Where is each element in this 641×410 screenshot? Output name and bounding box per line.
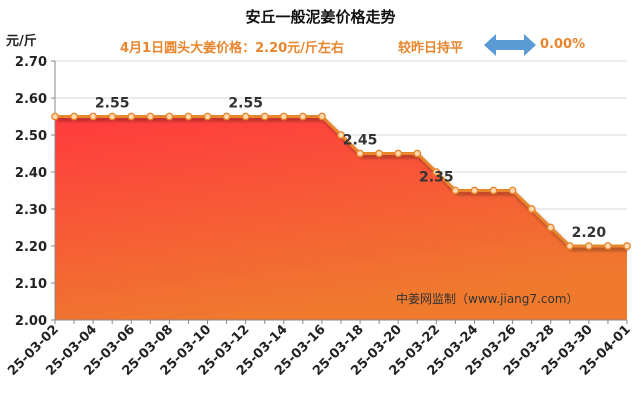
data-point <box>241 112 250 121</box>
y-tick-label: 2.00 <box>15 314 47 329</box>
y-tick-label: 2.60 <box>15 92 47 107</box>
data-label: 2.35 <box>419 170 454 186</box>
data-point <box>318 112 326 121</box>
data-point <box>165 112 174 121</box>
data-point <box>279 112 288 121</box>
data-point <box>89 112 98 121</box>
chart-title: 安丘一般泥姜价格走势 <box>245 8 396 26</box>
data-point <box>584 242 593 250</box>
y-tick-label: 2.20 <box>15 240 47 255</box>
data-point <box>604 242 612 250</box>
data-point <box>413 149 422 158</box>
x-tick-labels: 25-03-0225-03-0425-03-0625-03-0825-03-10… <box>5 322 634 379</box>
data-point <box>127 112 136 121</box>
y-tick-label: 2.10 <box>15 277 47 292</box>
price-area-fill <box>55 116 627 320</box>
data-point <box>527 205 536 213</box>
data-label: 2.55 <box>95 96 130 112</box>
y-tick-label: 2.50 <box>15 129 47 144</box>
data-point <box>623 242 631 250</box>
data-label: 2.55 <box>228 96 263 112</box>
data-point <box>184 112 193 121</box>
data-point <box>222 112 231 121</box>
data-point <box>565 242 574 250</box>
watermark: 中姜网监制（www.jiang7.com） <box>396 291 578 306</box>
double-arrow-horizontal-icon <box>484 34 536 56</box>
data-point <box>508 186 517 195</box>
axes <box>51 60 628 324</box>
price-summary: 4月1日圆头大姜价格：2.20元/斤左右 <box>120 41 344 56</box>
data-point <box>375 149 384 158</box>
data-point <box>298 112 307 121</box>
data-point <box>70 112 78 121</box>
data-point <box>356 149 364 158</box>
data-point <box>337 131 345 139</box>
data-point <box>432 168 441 176</box>
data-point <box>260 112 269 121</box>
change-percentage: 0.00% <box>540 37 586 52</box>
data-points <box>51 112 631 250</box>
data-point <box>51 112 59 121</box>
data-point <box>203 112 212 121</box>
data-point <box>394 149 403 158</box>
data-point <box>546 223 555 232</box>
data-point <box>489 186 498 195</box>
data-point <box>146 112 155 121</box>
data-point <box>470 186 479 195</box>
compare-text: 较昨日持平 <box>398 41 464 56</box>
y-axis-unit-label: 元/斤 <box>6 34 37 49</box>
data-point <box>108 112 117 121</box>
data-point <box>451 186 460 195</box>
data-label: 2.20 <box>572 225 607 241</box>
y-tick-label: 2.30 <box>15 203 47 218</box>
y-tick-labels: 2.00 2.10 2.20 2.30 2.40 2.50 2.60 2.70 <box>15 55 47 329</box>
data-labels: 2.55 2.55 2.45 2.35 2.20 <box>95 96 606 242</box>
y-tick-label: 2.70 <box>15 55 47 70</box>
data-label: 2.45 <box>343 133 378 149</box>
y-tick-label: 2.40 <box>15 166 47 181</box>
